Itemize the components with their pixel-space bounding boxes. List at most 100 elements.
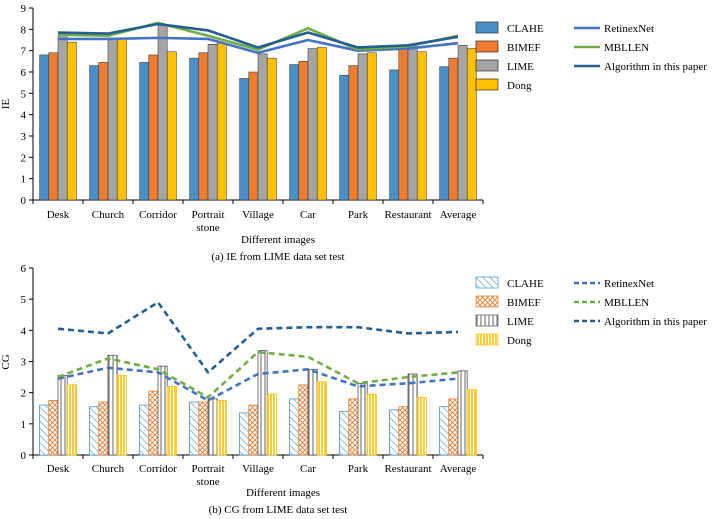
- bar-bimef-corridor: [148, 54, 159, 201]
- bar-dong-church: [116, 375, 127, 456]
- bar-bimef-park: [348, 65, 359, 201]
- bar-lime-restaurant: [407, 45, 418, 201]
- bar-dong-portrait-stone: [216, 42, 227, 201]
- chart-cg: 0 1 2 3 4 5 6 Desk Church Corridor Portrait stone Vi…: [0, 263, 707, 516]
- bar-bimef-village: [248, 404, 259, 456]
- y-tick-label: 6: [21, 263, 27, 275]
- y-tick-label: 3: [21, 131, 27, 143]
- bar-bimef-corridor: [148, 390, 159, 456]
- bar-clahe-restaurant: [389, 69, 400, 201]
- bar-dong-village: [266, 57, 277, 201]
- bar-lime-village: [257, 350, 268, 456]
- x-tick-label-restaurant: Restaurant: [384, 463, 431, 475]
- bar-lime-church: [107, 37, 118, 201]
- line-algorithm-in-this-paper: [57, 22, 459, 49]
- bar-clahe-portrait-stone: [189, 57, 200, 201]
- legend: CLAHE BIMEF LIME Dong RetinexNet MBLLEN Algori…: [475, 276, 707, 347]
- x-tick-label-corridor: Corridor: [139, 463, 177, 475]
- bar-lime-village: [257, 53, 268, 201]
- line-retinexnet: [58, 36, 459, 55]
- y-tick-label: 6: [21, 67, 27, 79]
- x-tick-label-restaurant: Restaurant: [384, 209, 431, 221]
- y-tick-label: 8: [21, 24, 27, 36]
- y-tick-label: 5: [21, 88, 27, 100]
- bar-bimef-portrait-stone: [198, 52, 209, 201]
- legend-swatch-clahe: [475, 276, 499, 289]
- legend-label-mbllen: MBLLEN: [604, 297, 649, 309]
- bar-bimef-church: [98, 62, 109, 201]
- y-tick-label: 9: [21, 3, 27, 15]
- bar-bimef-car: [298, 384, 309, 456]
- x-axis-label-ie: Different images: [241, 234, 315, 246]
- bar-bimef-village: [248, 71, 259, 201]
- legend-label-clahe: CLAHE: [507, 23, 544, 35]
- bar-lime-corridor: [157, 365, 168, 456]
- chart-ie: 0 1 2 3 4 5 6 7 8 9 Desk Church Corridor Portrait ston…: [0, 3, 707, 263]
- legend-swatch-lime: [475, 59, 499, 72]
- y-tick-label: 1: [21, 419, 27, 431]
- y-tick-label: 7: [21, 46, 27, 58]
- bar-clahe-church: [89, 65, 100, 201]
- bar-bimef-average: [448, 398, 459, 456]
- legend-label-dong: Dong: [507, 335, 532, 347]
- bar-dong-car: [316, 47, 327, 201]
- bar-bimef-average: [448, 57, 459, 201]
- bar-clahe-village: [239, 78, 250, 201]
- bar-clahe-village: [239, 412, 250, 456]
- bar-dong-portrait-stone: [216, 400, 227, 456]
- bar-dong-park: [366, 393, 377, 456]
- bar-bimef-desk: [48, 400, 59, 456]
- legend-label-mbllen: MBLLEN: [604, 42, 649, 54]
- y-tick-label: 4: [21, 325, 27, 337]
- legend-label-retinexnet: RetinexNet: [604, 23, 654, 35]
- bar-dong-average: [466, 389, 477, 456]
- bar-bimef-church: [98, 401, 109, 456]
- bar-dong-restaurant: [416, 51, 427, 201]
- line-retinexnet: [57, 366, 459, 402]
- legend-swatch-dong: [475, 333, 499, 346]
- bar-dong-desk: [66, 384, 77, 456]
- x-tick-label-car: Car: [300, 463, 316, 475]
- bar-dong-corridor: [166, 386, 177, 456]
- bar-lime-car: [307, 368, 318, 456]
- y-tick-label: 0: [21, 195, 27, 207]
- y-tick-label: 4: [21, 110, 27, 122]
- bar-bimef-portrait-stone: [198, 401, 209, 456]
- plot-area-cg: 0 1 2 3 4 5 6 Desk Church Corridor Portrait stone Vi…: [21, 263, 708, 488]
- bar-bimef-restaurant: [398, 406, 409, 456]
- bar-clahe-park: [339, 74, 350, 201]
- y-axis-label-cg: CG: [0, 354, 12, 369]
- bar-dong-car: [316, 381, 327, 456]
- bar-bimef-park: [348, 398, 359, 456]
- bar-dong-corridor: [166, 51, 177, 201]
- x-tick-label-car: Car: [300, 209, 316, 221]
- bar-bimef-desk: [48, 52, 59, 201]
- caption-cg: (b) CG from LIME data set test: [209, 504, 348, 516]
- bar-dong-desk: [66, 41, 77, 201]
- bar-clahe-car: [289, 398, 300, 456]
- y-tick-label: 5: [21, 294, 27, 306]
- bar-lime-portrait-stone: [207, 44, 218, 201]
- line-algorithm-in-this-paper: [57, 300, 459, 374]
- bar-clahe-corridor: [139, 62, 150, 201]
- x-tick-label-corridor: Corridor: [139, 209, 177, 221]
- bar-dong-restaurant: [416, 396, 427, 456]
- bar-bimef-restaurant: [398, 46, 409, 201]
- x-tick-label-church: Church: [92, 463, 125, 475]
- y-tick-label: 0: [21, 450, 27, 462]
- x-tick-label-park: Park: [348, 463, 369, 475]
- bar-lime-car: [307, 48, 318, 201]
- legend-label-bimef: BIMEF: [507, 297, 541, 309]
- x-tick-label-desk: Desk: [47, 209, 70, 221]
- legend-label-lime: LIME: [507, 61, 534, 73]
- bar-clahe-portrait-stone: [189, 401, 200, 456]
- y-tick-label: 2: [21, 388, 27, 400]
- x-tick-label-portrait-stone: Portrait stone: [192, 463, 225, 488]
- legend-label-bimef: BIMEF: [507, 42, 541, 54]
- bar-lime-park: [357, 382, 368, 456]
- x-tick-label-average: Average: [440, 209, 477, 221]
- legend-swatch-bimef: [475, 40, 499, 53]
- legend: CLAHE BIMEF LIME Dong RetinexNet MBLLEN Algori…: [475, 21, 707, 92]
- bar-dong-village: [266, 393, 277, 456]
- y-tick-label: 3: [21, 357, 27, 369]
